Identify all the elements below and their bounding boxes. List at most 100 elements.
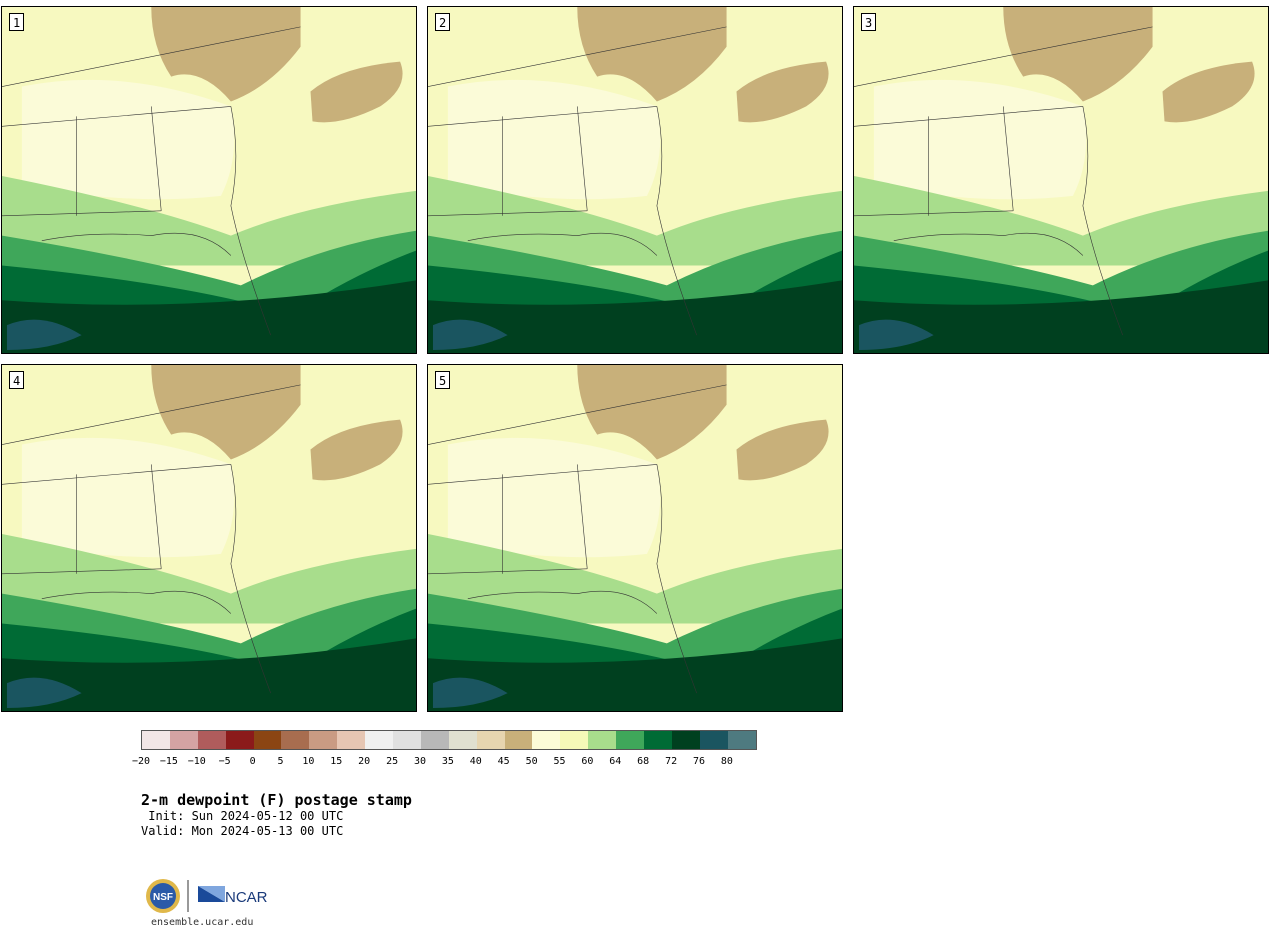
colorbar-swatch — [671, 731, 700, 749]
dewpoint-fill-region — [1162, 61, 1255, 123]
state-boundary-line — [656, 464, 697, 694]
dewpoint-fill-region — [447, 437, 661, 558]
colorbar-tick-label: 64 — [609, 756, 622, 767]
state-boundary-line — [41, 232, 232, 256]
dewpoint-map-5 — [428, 365, 842, 711]
dewpoint-fill-region — [6, 677, 82, 709]
colorbar-tick-label: 5 — [277, 756, 284, 767]
state-boundary-line — [576, 464, 588, 569]
colorbar-swatch — [337, 731, 366, 749]
state-boundary-line — [150, 464, 162, 569]
colorbar-swatch — [448, 731, 477, 749]
nsf-logo-icon: NSF — [146, 879, 180, 913]
colorbar-swatch — [169, 731, 198, 749]
dewpoint-fill-region — [310, 61, 403, 123]
colorbar-tick-label: 72 — [665, 756, 678, 767]
dewpoint-fill-region — [428, 280, 842, 353]
ncar-logo-icon: NCAR — [198, 886, 268, 906]
dewpoint-map-1 — [2, 7, 416, 353]
colorbar-tick-label: 68 — [637, 756, 650, 767]
colorbar-tick-label: 10 — [302, 756, 315, 767]
postage-stamp-panel-4: 4 — [1, 364, 417, 712]
colorbar-swatch — [281, 731, 310, 749]
state-boundary-line — [428, 210, 588, 217]
state-boundary-line — [656, 106, 697, 336]
colorbar-swatch — [476, 731, 505, 749]
dewpoint-fill-region — [577, 365, 727, 460]
colorbar-tick-label: −5 — [218, 756, 231, 767]
panel-number-label: 5 — [435, 371, 451, 389]
dewpoint-fill-region — [858, 319, 934, 351]
state-boundary-line — [2, 464, 231, 485]
colorbar-swatch — [225, 731, 254, 749]
colorbar-swatch — [253, 731, 282, 749]
state-boundary-line — [428, 568, 588, 575]
init-time: Init: Sun 2024-05-12 00 UTC — [141, 809, 344, 823]
dewpoint-fill-region — [310, 419, 403, 481]
state-boundary-line — [428, 26, 727, 87]
panel-number-label: 3 — [861, 13, 877, 31]
state-boundary-line — [1082, 106, 1123, 336]
dewpoint-fill-region — [428, 638, 842, 711]
dewpoint-fill-region — [21, 437, 235, 558]
state-boundary-line — [467, 590, 658, 614]
dewpoint-fill-region — [428, 176, 842, 266]
colorbar-swatch — [532, 731, 561, 749]
state-boundary-line — [230, 106, 271, 336]
colorbar-swatch — [560, 731, 589, 749]
colorbar-tick-label: 25 — [386, 756, 399, 767]
panel-number-label: 1 — [9, 13, 25, 31]
dewpoint-fill-region — [2, 176, 416, 266]
dewpoint-fill-region — [736, 61, 829, 123]
state-boundary-line — [2, 384, 301, 445]
panel-number-label: 4 — [9, 371, 25, 389]
dewpoint-fill-region — [447, 79, 661, 200]
colorbar-tick-label: 76 — [692, 756, 706, 767]
dewpoint-fill-region — [1003, 7, 1153, 102]
state-boundary-line — [854, 210, 1014, 217]
colorbar-swatch — [727, 731, 756, 749]
dewpoint-fill-region — [2, 280, 416, 353]
dewpoint-colorbar — [141, 730, 757, 750]
colorbar-tick-label: −10 — [187, 756, 206, 767]
state-boundary-line — [150, 106, 162, 211]
colorbar-tick-label: −15 — [159, 756, 178, 767]
state-boundary-line — [576, 106, 588, 211]
state-boundary-line — [854, 106, 1083, 127]
postage-stamp-panel-3: 3 — [853, 6, 1269, 354]
state-boundary-line — [2, 106, 231, 127]
dewpoint-map-2 — [428, 7, 842, 353]
state-boundary-line — [467, 232, 658, 256]
dewpoint-fill-region — [2, 534, 416, 624]
colorbar-tick-label: 30 — [413, 756, 427, 767]
dewpoint-fill-region — [577, 7, 727, 102]
state-boundary-line — [2, 568, 162, 575]
colorbar-swatch — [142, 731, 170, 749]
state-boundary-line — [230, 464, 271, 694]
dewpoint-fill-region — [151, 365, 301, 460]
state-boundary-line — [1002, 106, 1014, 211]
colorbar-tick-label: 0 — [249, 756, 256, 767]
nsf-logo-text: NSF — [153, 892, 173, 903]
colorbar-tick-label: 35 — [441, 756, 454, 767]
dewpoint-fill-region — [736, 419, 829, 481]
postage-stamp-panel-1: 1 — [1, 6, 417, 354]
colorbar-swatch — [365, 731, 394, 749]
colorbar-swatch — [420, 731, 449, 749]
state-boundary-line — [428, 464, 657, 485]
postage-stamp-panel-5: 5 — [427, 364, 843, 712]
colorbar-swatch — [588, 731, 617, 749]
dewpoint-fill-region — [6, 319, 82, 351]
dewpoint-fill-region — [432, 677, 508, 709]
colorbar-tick-label: 15 — [330, 756, 343, 767]
dewpoint-fill-region — [21, 79, 235, 200]
colorbar-swatch — [504, 731, 533, 749]
colorbar-swatch — [644, 731, 672, 749]
state-boundary-line — [893, 232, 1084, 256]
dewpoint-fill-region — [854, 280, 1268, 353]
state-boundary-line — [2, 26, 301, 87]
colorbar-tick-label: 55 — [553, 756, 566, 767]
colorbar-swatch — [309, 731, 338, 749]
colorbar-tick-label: 45 — [497, 756, 510, 767]
ncar-logo-text: NCAR — [225, 889, 268, 906]
